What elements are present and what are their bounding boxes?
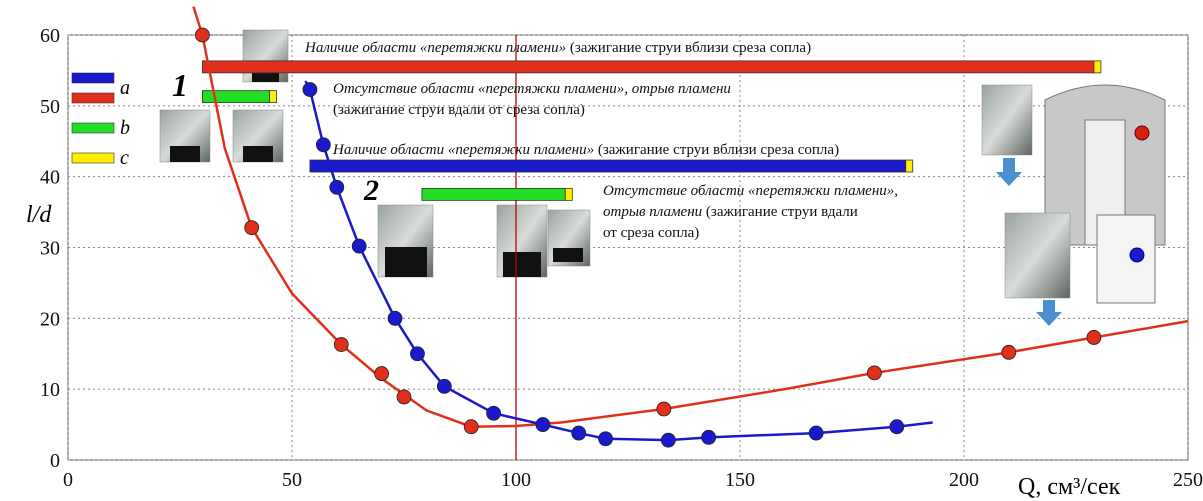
data-point (375, 367, 389, 381)
data-point (330, 180, 344, 194)
annotation: Наличие области «перетяжки пламени» (заж… (332, 142, 839, 158)
data-point (1087, 330, 1101, 344)
annotation-italic: отрыв пламени (603, 204, 702, 220)
annotation-italic: Отсутствие области «перетяжки пламени», … (333, 81, 731, 97)
x-tick-label: 100 (501, 469, 531, 491)
x-tick-label: 200 (949, 469, 979, 491)
annotation-plain: (зажигание струи вблизи среза сопла) (566, 40, 811, 56)
photo (1005, 213, 1070, 298)
data-point (410, 347, 424, 361)
chart: 1 2 l/d Q, см³/сек 0 10 20 30 40 50 60 0 50 100 15… (0, 0, 1203, 501)
nozzle-marker (1130, 248, 1144, 262)
data-point (464, 420, 478, 434)
y-tick-label: 50 (40, 96, 60, 118)
legend-swatch (72, 153, 114, 163)
photo-shadow (553, 248, 583, 262)
range-bar (310, 160, 906, 172)
annotation: от среза сопла) (603, 225, 699, 241)
data-point (388, 311, 402, 325)
y-tick-label: 40 (40, 167, 60, 189)
data-point (303, 83, 317, 97)
photo-shadow (170, 146, 200, 162)
data-point (245, 221, 259, 235)
annotation-plain: (зажигание струи вдали (702, 204, 858, 220)
annotation: Отсутствие области «перетяжки пламени», (603, 183, 898, 199)
annotation: отрыв пламени (зажигание струи вдали (603, 204, 858, 220)
nozzle-diagram (1097, 215, 1155, 303)
data-point (487, 406, 501, 420)
y-tick-label: 30 (40, 238, 60, 260)
range-bar (202, 61, 1094, 73)
x-tick-label: 50 (282, 469, 302, 491)
legend-label: c (120, 147, 129, 169)
y-tick-label: 10 (40, 379, 60, 401)
data-point (867, 366, 881, 380)
x-tick-label: 150 (725, 469, 755, 491)
range-cap (565, 188, 572, 200)
photo-shadow (385, 247, 427, 277)
y-tick-label: 20 (40, 308, 60, 330)
data-point (661, 433, 675, 447)
data-point (195, 28, 209, 42)
x-axis-label: Q, см³/сек (1018, 474, 1121, 500)
annotation-italic: Наличие области «перетяжки пламени» (304, 40, 566, 56)
annotation-italic: Наличие области «перетяжки пламени» (332, 142, 594, 158)
data-point (352, 239, 366, 253)
legend-swatch (72, 93, 114, 103)
range-cap (906, 160, 913, 172)
data-point (657, 402, 671, 416)
y-tick-label: 60 (40, 25, 60, 47)
arrow (996, 158, 1022, 186)
range-bar (422, 188, 565, 200)
annotation: Наличие области «перетяжки пламени» (заж… (304, 40, 811, 56)
photo-shadow (503, 252, 541, 277)
data-point (890, 420, 904, 434)
y-axis-label: l/d (26, 202, 52, 228)
annotation-italic: Отсутствие области «перетяжки пламени», (603, 183, 898, 199)
data-point (599, 432, 613, 446)
x-tick-label: 0 (63, 469, 73, 491)
photo-shadow (243, 146, 273, 162)
group-label: 1 (172, 67, 188, 103)
y-tick-label: 0 (50, 450, 60, 472)
photo (982, 85, 1032, 155)
data-point (809, 426, 823, 440)
legend-label: b (120, 117, 130, 139)
data-point (437, 379, 451, 393)
data-point (702, 430, 716, 444)
annotation: Отсутствие области «перетяжки пламени», … (333, 81, 731, 97)
legend-label: a (120, 77, 130, 99)
arrow (1036, 300, 1062, 326)
data-point (536, 418, 550, 432)
annotation-plain: (зажигание струи вблизи среза сопла) (594, 142, 839, 158)
legend-swatch (72, 73, 114, 83)
group-label: 2 (363, 174, 379, 207)
x-tick-label: 250 (1173, 469, 1203, 491)
data-point (397, 390, 411, 404)
nozzle-marker (1135, 126, 1149, 140)
legend-swatch (72, 123, 114, 133)
photos (160, 30, 1165, 326)
range-cap (1094, 61, 1101, 73)
data-point (334, 338, 348, 352)
data-point (316, 138, 330, 152)
data-point (572, 426, 586, 440)
range-cap (270, 91, 277, 103)
annotation-plain: от среза сопла) (603, 225, 699, 241)
annotation-plain: (зажигание струи вдали от среза сопла) (333, 102, 585, 118)
annotation: (зажигание струи вдали от среза сопла) (333, 102, 585, 118)
data-point (1002, 345, 1016, 359)
